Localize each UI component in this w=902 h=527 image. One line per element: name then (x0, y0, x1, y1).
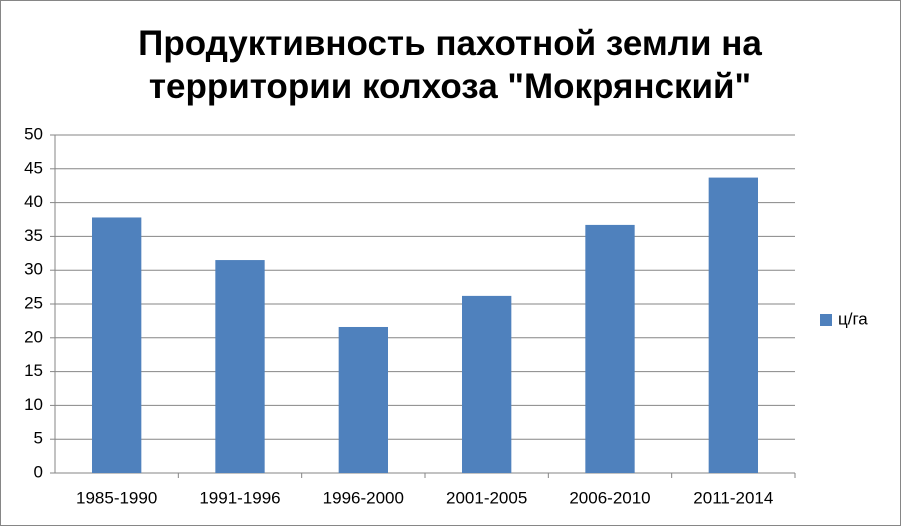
y-tick-label: 45 (24, 158, 43, 177)
bar (585, 224, 635, 473)
y-tick-label: 40 (24, 192, 43, 211)
y-tick-label: 5 (34, 429, 43, 448)
legend-swatch (820, 314, 832, 326)
bar (462, 295, 512, 473)
x-tick-label: 1985-1990 (76, 488, 157, 507)
x-tick-label: 2011-2014 (693, 488, 773, 507)
x-tick-label: 1991-1996 (199, 488, 280, 507)
y-tick-label: 15 (24, 361, 43, 380)
bar (708, 177, 758, 473)
x-tick-label: 1996-2000 (323, 488, 404, 507)
x-tick-label: 2006-2010 (569, 488, 650, 507)
y-tick-label: 25 (24, 293, 43, 312)
chart-title: Продуктивность пахотной земли на террито… (138, 24, 762, 106)
legend-label: ц/га (838, 309, 868, 328)
x-tick-label: 2001-2005 (446, 488, 527, 507)
y-tick-label: 50 (24, 124, 43, 143)
bar (92, 217, 142, 473)
y-tick-label: 30 (24, 260, 43, 279)
y-tick-label: 35 (24, 226, 43, 245)
y-tick-label: 0 (34, 462, 43, 481)
y-tick-label: 10 (24, 395, 43, 414)
bar (338, 326, 388, 473)
bar (215, 260, 265, 473)
y-tick-label: 20 (24, 327, 43, 346)
